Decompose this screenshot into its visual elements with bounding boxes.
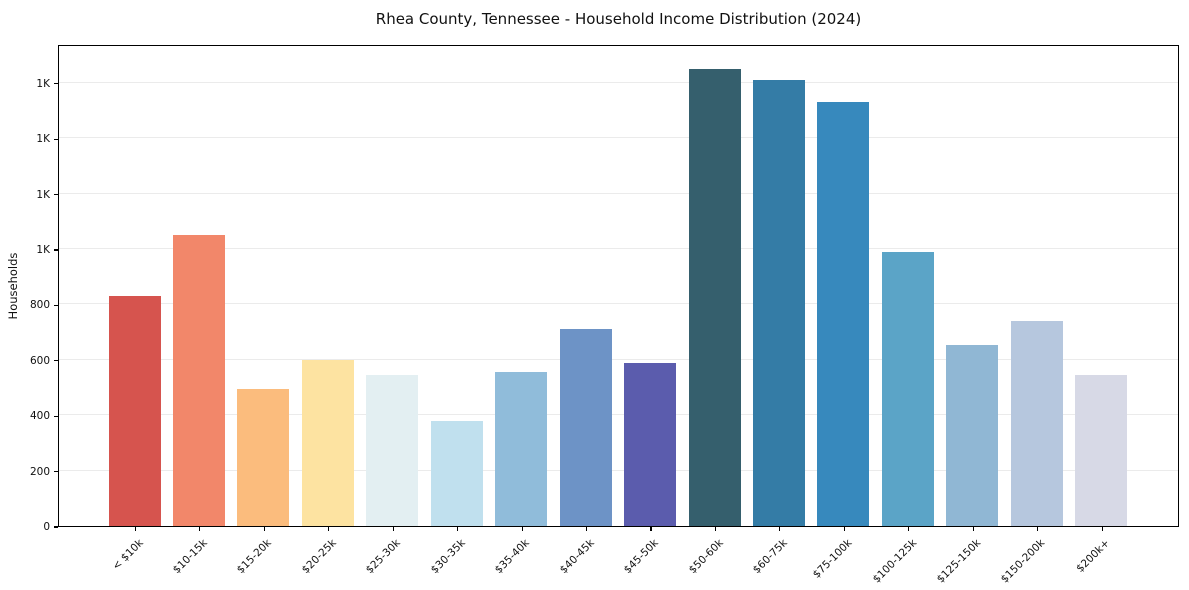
gridline bbox=[59, 137, 1178, 139]
gridline bbox=[59, 248, 1178, 249]
x-tick-mark bbox=[972, 527, 974, 531]
x-tick-label: $20-25k bbox=[299, 537, 339, 577]
bar-$75-100k bbox=[817, 102, 870, 526]
bar-$15-20k bbox=[237, 388, 290, 526]
bar-< $10k bbox=[108, 296, 161, 526]
x-tick-label: $200k+ bbox=[1074, 537, 1113, 575]
y-tick-label: 1K bbox=[36, 243, 50, 256]
bar-$20-25k bbox=[301, 359, 354, 526]
x-tick-mark bbox=[585, 527, 588, 531]
bar-$200k+ bbox=[1075, 375, 1128, 526]
chart-title: Rhea County, Tennessee - Household Incom… bbox=[375, 10, 862, 28]
bar-$10-15k bbox=[172, 235, 225, 526]
x-tick-mark bbox=[521, 527, 523, 531]
x-tick-label: $45-50k bbox=[621, 537, 661, 577]
y-tick-mark bbox=[54, 138, 58, 140]
bar-$125-150k bbox=[946, 344, 999, 526]
y-tick-mark bbox=[54, 193, 58, 196]
bar-$30-35k bbox=[430, 420, 483, 526]
y-tick-mark bbox=[54, 415, 58, 417]
y-tick-label: 800 bbox=[29, 299, 50, 312]
x-tick-label: $15-20k bbox=[235, 537, 275, 577]
y-tick-label: 0 bbox=[43, 521, 50, 533]
bar-$60-75k bbox=[753, 80, 805, 526]
gridline bbox=[59, 303, 1178, 305]
gridline bbox=[59, 469, 1178, 471]
x-tick-label: $75-100k bbox=[810, 537, 855, 581]
plot-area bbox=[58, 45, 1179, 527]
y-tick-label: 1K bbox=[36, 188, 50, 201]
y-tick-label: 1K bbox=[36, 133, 50, 146]
bar-$150-200k bbox=[1010, 321, 1063, 526]
x-tick-label: $25-30k bbox=[364, 537, 404, 577]
y-tick-mark bbox=[54, 360, 58, 362]
x-tick-mark bbox=[134, 527, 136, 531]
x-tick-label: $50-60k bbox=[686, 537, 726, 577]
x-tick-label: $40-45k bbox=[557, 537, 597, 577]
gridline bbox=[59, 358, 1178, 360]
y-tick-mark bbox=[54, 249, 58, 251]
bar-$40-45k bbox=[559, 329, 612, 526]
y-tick-mark bbox=[54, 83, 58, 85]
x-tick-mark bbox=[908, 527, 910, 531]
y-tick-mark bbox=[54, 304, 58, 306]
x-tick-label: < $10k bbox=[109, 537, 146, 573]
bar-$35-40k bbox=[495, 372, 548, 526]
x-tick-mark bbox=[714, 527, 717, 531]
x-tick-mark bbox=[843, 527, 845, 531]
x-tick-mark bbox=[779, 527, 781, 531]
x-tick-mark bbox=[392, 527, 394, 531]
y-tick-label: 200 bbox=[29, 465, 50, 478]
x-tick-label: $150-200k bbox=[999, 537, 1048, 586]
bar-$45-50k bbox=[624, 362, 677, 526]
x-tick-label: $10-15k bbox=[170, 537, 210, 577]
y-tick-label: 600 bbox=[29, 354, 50, 367]
y-tick-mark bbox=[54, 526, 58, 528]
x-tick-label: $30-35k bbox=[428, 537, 468, 577]
x-tick-mark bbox=[457, 527, 459, 531]
y-tick-mark bbox=[54, 470, 58, 473]
bar-$25-30k bbox=[366, 375, 419, 526]
x-tick-label: $125-150k bbox=[934, 537, 984, 586]
x-tick-mark bbox=[1101, 527, 1103, 531]
x-tick-label: $60-75k bbox=[750, 537, 790, 577]
gridline bbox=[59, 414, 1178, 416]
x-tick-mark bbox=[199, 527, 201, 531]
gridline bbox=[59, 192, 1178, 194]
x-tick-mark bbox=[650, 527, 652, 531]
x-tick-label: $100-125k bbox=[870, 537, 919, 586]
x-tick-label: $35-40k bbox=[492, 537, 532, 577]
x-tick-mark bbox=[1037, 527, 1039, 531]
gridline bbox=[59, 81, 1178, 83]
bar-$50-60k bbox=[688, 68, 741, 526]
x-tick-mark bbox=[328, 527, 330, 531]
x-tick-mark bbox=[263, 527, 265, 531]
bar-$100-125k bbox=[881, 251, 934, 526]
y-tick-label: 400 bbox=[29, 410, 50, 423]
y-tick-label: 1K bbox=[36, 77, 50, 90]
